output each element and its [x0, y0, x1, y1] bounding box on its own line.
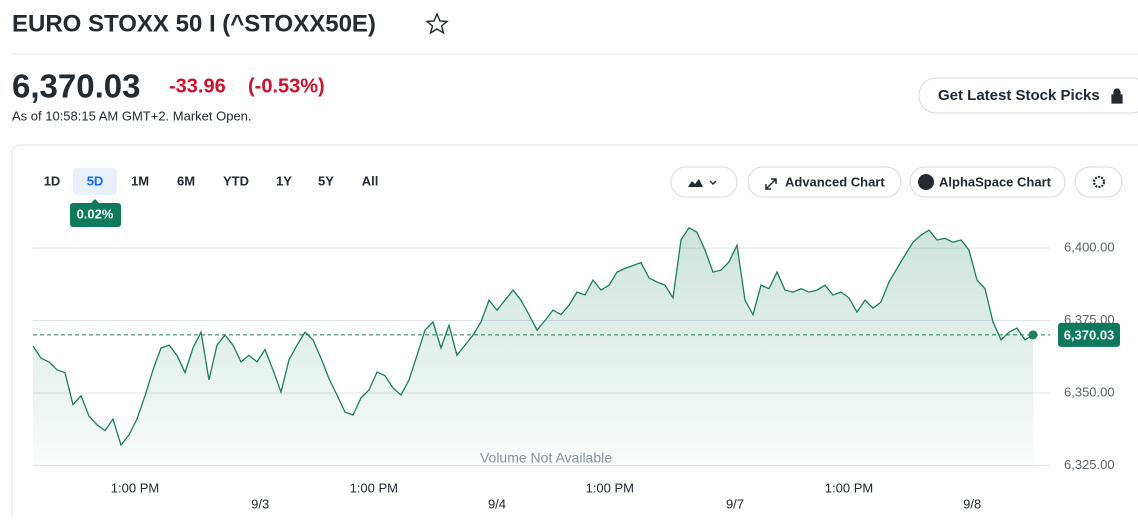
tool-button[interactable]	[909, 166, 1066, 198]
area-icon	[688, 179, 703, 187]
price-line	[32, 226, 1034, 447]
range-button[interactable]: 5Y	[318, 173, 334, 188]
y-tick-label: 6,325.00	[1064, 457, 1115, 472]
chart-card	[11, 144, 1138, 522]
current-price-badge	[1058, 322, 1120, 347]
date-tick-label: 9/3	[251, 496, 269, 511]
area	[33, 227, 1033, 470]
range-change: 0.02%	[77, 206, 114, 221]
x-tick-label: 1:00 PM	[111, 480, 159, 495]
cta-label[interactable]: Get Latest Stock Picks	[938, 87, 1100, 104]
lock-icon	[1111, 88, 1123, 104]
expand-icon	[765, 178, 777, 190]
as-of: As of 10:58:15 AM GMT+2. Market Open.	[12, 108, 252, 123]
chevron	[709, 180, 717, 185]
date-tick-label: 9/8	[963, 496, 981, 511]
range-button[interactable]: 5D	[87, 173, 104, 188]
tool-label[interactable]: Advanced Chart	[785, 174, 885, 189]
settings-bg[interactable]	[1074, 166, 1123, 198]
tool-button[interactable]	[747, 166, 902, 198]
range-button[interactable]: YTD	[223, 173, 249, 188]
y-tick-label: 6,350.00	[1064, 384, 1115, 399]
range-button[interactable]: 6M	[177, 173, 195, 188]
range-change-badge	[70, 203, 121, 227]
date-tick-label: 9/7	[726, 496, 744, 511]
change: -33.96	[169, 75, 226, 97]
cta-button[interactable]: Get Latest Stock Picks	[918, 77, 1138, 114]
chart-type-bg[interactable]	[670, 166, 738, 198]
current-price-label: 6,370.03	[1064, 327, 1115, 342]
y-tick-label: 6,400.00	[1064, 240, 1115, 255]
alphaspace-icon	[918, 174, 934, 190]
range-button[interactable]: 1M	[131, 173, 149, 188]
settings-button[interactable]	[1074, 166, 1123, 198]
range-button[interactable]: All	[362, 173, 379, 188]
x-tick-label: 1:00 PM	[350, 480, 398, 495]
range-button[interactable]: 1Y	[276, 173, 292, 188]
watch-star[interactable]	[425, 12, 449, 35]
title: EURO STOXX 50 I (^STOXX50E)	[12, 10, 376, 37]
x-tick-label: 1:00 PM	[586, 480, 634, 495]
tool-label[interactable]: AlphaSpace Chart	[939, 174, 1052, 189]
price: 6,370.03	[12, 68, 140, 105]
cta-bg[interactable]	[918, 77, 1138, 114]
change-pct: (-0.53%)	[248, 75, 325, 97]
current-dot	[1028, 330, 1038, 340]
date-tick-label: 9/4	[488, 496, 506, 511]
gear-icon	[1092, 175, 1106, 189]
range-button[interactable]: 1D	[44, 173, 61, 188]
chart-type-button[interactable]	[670, 166, 738, 198]
range-selected-bg[interactable]	[73, 168, 117, 195]
x-tick-label: 1:00 PM	[825, 480, 873, 495]
badge-pointer	[91, 199, 99, 203]
